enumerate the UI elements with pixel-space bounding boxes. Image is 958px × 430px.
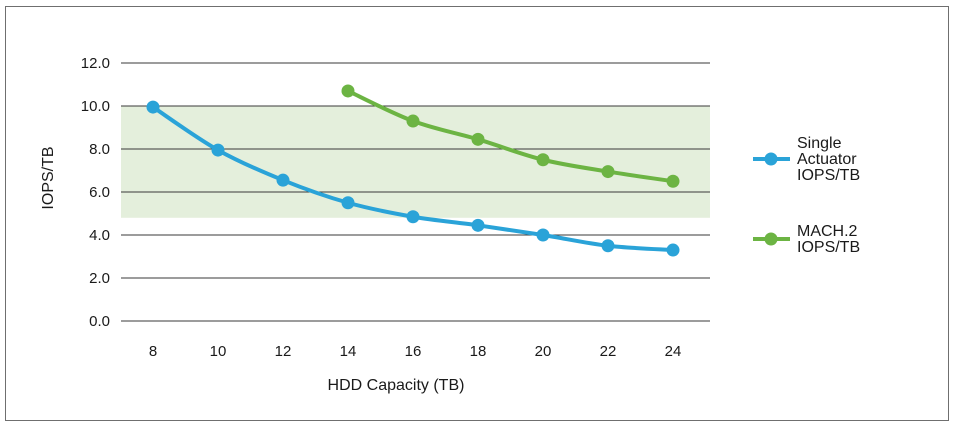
y-axis-label: IOPS/TB	[40, 146, 57, 209]
x-tick-label: 8	[149, 343, 157, 360]
x-axis-label: HDD Capacity (TB)	[328, 377, 465, 394]
y-tick-label: 10.0	[81, 98, 110, 115]
data-point	[536, 153, 550, 167]
data-point	[406, 210, 420, 224]
x-tick-label: 20	[535, 343, 552, 360]
y-tick-label: 0.0	[89, 313, 110, 330]
y-tick-label: 4.0	[89, 227, 110, 244]
legend-label: MACH.2	[797, 223, 858, 240]
y-tick-label: 12.0	[81, 55, 110, 72]
data-point	[601, 239, 615, 253]
y-tick-label: 8.0	[89, 141, 110, 158]
data-point	[601, 165, 615, 179]
y-tick-label: 6.0	[89, 184, 110, 201]
x-tick-label: 22	[600, 343, 617, 360]
legend-label: IOPS/TB	[797, 239, 860, 256]
data-point	[666, 243, 680, 257]
data-point	[341, 196, 355, 210]
x-tick-label: 18	[470, 343, 487, 360]
data-point	[211, 143, 225, 157]
x-tick-label: 12	[275, 343, 292, 360]
data-point	[146, 100, 160, 114]
data-point	[471, 132, 485, 146]
x-tick-label: 16	[405, 343, 422, 360]
legend-swatch-marker-1	[764, 232, 778, 246]
x-tick-label: 14	[340, 343, 357, 360]
legend-label: Actuator	[797, 151, 857, 168]
data-point	[471, 218, 485, 232]
data-point	[406, 114, 420, 128]
x-tick-label: 10	[210, 343, 227, 360]
data-point	[536, 228, 550, 242]
data-point	[276, 173, 290, 187]
legend-swatch-marker-0	[764, 152, 778, 166]
y-tick-label: 2.0	[89, 270, 110, 287]
legend-label: IOPS/TB	[797, 167, 860, 184]
data-point	[341, 84, 355, 98]
legend-label: Single	[797, 135, 842, 152]
data-point	[666, 174, 680, 188]
x-tick-label: 24	[665, 343, 682, 360]
